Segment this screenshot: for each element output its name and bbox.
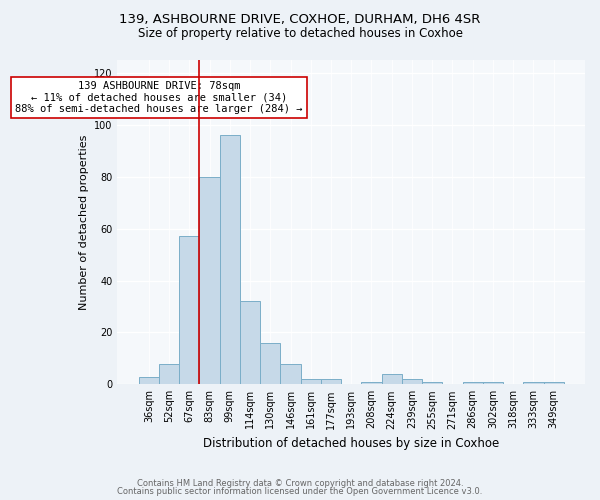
Bar [301,379,321,384]
Text: 139, ASHBOURNE DRIVE, COXHOE, DURHAM, DH6 4SR: 139, ASHBOURNE DRIVE, COXHOE, DURHAM, DH… [119,12,481,26]
Bar [321,379,341,384]
Bar [382,374,402,384]
Bar [199,177,220,384]
Text: 139 ASHBOURNE DRIVE: 78sqm
← 11% of detached houses are smaller (34)
88% of semi: 139 ASHBOURNE DRIVE: 78sqm ← 11% of deta… [15,81,303,114]
Bar [280,364,301,384]
Text: Contains HM Land Registry data © Crown copyright and database right 2024.: Contains HM Land Registry data © Crown c… [137,478,463,488]
Bar [220,135,240,384]
Text: Size of property relative to detached houses in Coxhoe: Size of property relative to detached ho… [137,28,463,40]
Bar [463,382,483,384]
Bar [402,379,422,384]
Y-axis label: Number of detached properties: Number of detached properties [79,134,89,310]
Bar [544,382,564,384]
Bar [422,382,442,384]
Text: Contains public sector information licensed under the Open Government Licence v3: Contains public sector information licen… [118,487,482,496]
X-axis label: Distribution of detached houses by size in Coxhoe: Distribution of detached houses by size … [203,437,499,450]
Bar [483,382,503,384]
Bar [260,343,280,384]
Bar [159,364,179,384]
Bar [139,376,159,384]
Bar [361,382,382,384]
Bar [179,236,199,384]
Bar [240,302,260,384]
Bar [523,382,544,384]
